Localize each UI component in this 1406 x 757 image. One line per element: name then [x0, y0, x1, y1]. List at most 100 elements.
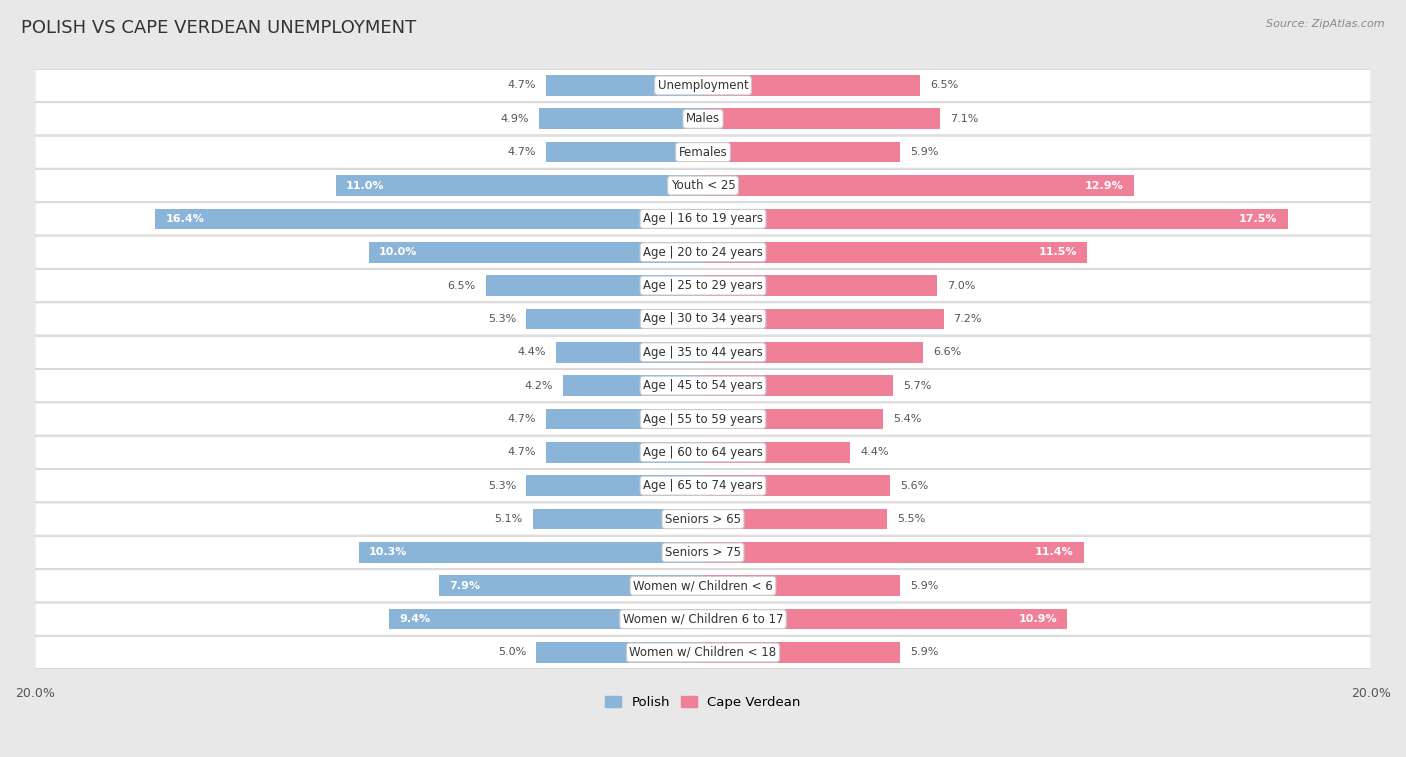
Text: Women w/ Children < 18: Women w/ Children < 18	[630, 646, 776, 659]
Text: 7.0%: 7.0%	[946, 281, 976, 291]
FancyBboxPatch shape	[35, 103, 1371, 135]
Bar	[703, 475, 890, 496]
Text: 7.9%: 7.9%	[449, 581, 479, 590]
Text: 6.5%: 6.5%	[447, 281, 475, 291]
Text: Males: Males	[686, 112, 720, 126]
Bar	[703, 409, 883, 429]
Text: Source: ZipAtlas.com: Source: ZipAtlas.com	[1267, 19, 1385, 29]
Text: Women w/ Children < 6: Women w/ Children < 6	[633, 579, 773, 592]
Bar	[359, 542, 703, 562]
Bar	[703, 142, 900, 163]
Text: POLISH VS CAPE VERDEAN UNEMPLOYMENT: POLISH VS CAPE VERDEAN UNEMPLOYMENT	[21, 19, 416, 37]
FancyBboxPatch shape	[35, 203, 1371, 235]
FancyBboxPatch shape	[35, 70, 1371, 101]
Bar	[526, 475, 703, 496]
Text: Women w/ Children 6 to 17: Women w/ Children 6 to 17	[623, 612, 783, 625]
Bar	[533, 509, 703, 529]
Bar	[540, 108, 703, 129]
Bar	[703, 575, 900, 596]
Bar	[703, 442, 851, 463]
Bar	[703, 175, 1133, 196]
Bar	[703, 342, 924, 363]
FancyBboxPatch shape	[35, 403, 1371, 435]
Text: 5.7%: 5.7%	[904, 381, 932, 391]
Text: Age | 45 to 54 years: Age | 45 to 54 years	[643, 379, 763, 392]
Text: Age | 16 to 19 years: Age | 16 to 19 years	[643, 213, 763, 226]
Text: 4.9%: 4.9%	[501, 114, 529, 124]
FancyBboxPatch shape	[35, 336, 1371, 369]
Text: Seniors > 65: Seniors > 65	[665, 512, 741, 525]
Text: 5.0%: 5.0%	[498, 647, 526, 658]
Bar	[555, 342, 703, 363]
Bar	[546, 142, 703, 163]
Text: 4.4%: 4.4%	[860, 447, 889, 457]
Text: Seniors > 75: Seniors > 75	[665, 546, 741, 559]
Bar	[536, 642, 703, 663]
Text: 5.3%: 5.3%	[488, 481, 516, 491]
Text: 5.1%: 5.1%	[495, 514, 523, 524]
Text: 7.1%: 7.1%	[950, 114, 979, 124]
FancyBboxPatch shape	[35, 436, 1371, 469]
Bar	[546, 75, 703, 96]
FancyBboxPatch shape	[35, 369, 1371, 402]
Bar	[546, 442, 703, 463]
Bar	[439, 575, 703, 596]
Text: Age | 35 to 44 years: Age | 35 to 44 years	[643, 346, 763, 359]
Bar	[703, 609, 1067, 630]
Bar	[368, 242, 703, 263]
Text: 5.9%: 5.9%	[910, 147, 938, 157]
FancyBboxPatch shape	[35, 570, 1371, 602]
Text: Age | 25 to 29 years: Age | 25 to 29 years	[643, 279, 763, 292]
Text: Age | 65 to 74 years: Age | 65 to 74 years	[643, 479, 763, 492]
Bar	[703, 108, 941, 129]
FancyBboxPatch shape	[35, 603, 1371, 635]
Text: 10.3%: 10.3%	[368, 547, 408, 557]
FancyBboxPatch shape	[35, 303, 1371, 335]
Bar	[703, 276, 936, 296]
FancyBboxPatch shape	[35, 170, 1371, 201]
Text: 4.4%: 4.4%	[517, 347, 546, 357]
Text: Females: Females	[679, 145, 727, 159]
Text: 9.4%: 9.4%	[399, 614, 430, 624]
Text: Age | 60 to 64 years: Age | 60 to 64 years	[643, 446, 763, 459]
Bar	[703, 642, 900, 663]
Legend: Polish, Cape Verdean: Polish, Cape Verdean	[600, 690, 806, 714]
Bar	[546, 409, 703, 429]
Text: 4.2%: 4.2%	[524, 381, 553, 391]
FancyBboxPatch shape	[35, 537, 1371, 569]
Text: 7.2%: 7.2%	[953, 314, 981, 324]
FancyBboxPatch shape	[35, 269, 1371, 301]
Bar	[703, 309, 943, 329]
FancyBboxPatch shape	[35, 236, 1371, 268]
Bar	[155, 208, 703, 229]
Bar	[703, 375, 893, 396]
Text: 6.6%: 6.6%	[934, 347, 962, 357]
Text: 10.9%: 10.9%	[1018, 614, 1057, 624]
FancyBboxPatch shape	[35, 637, 1371, 668]
Text: 17.5%: 17.5%	[1239, 214, 1278, 224]
Text: 5.9%: 5.9%	[910, 581, 938, 590]
Text: 6.5%: 6.5%	[931, 80, 959, 90]
Bar	[703, 242, 1087, 263]
Text: Age | 30 to 34 years: Age | 30 to 34 years	[643, 313, 763, 326]
Text: Unemployment: Unemployment	[658, 79, 748, 92]
Text: 5.5%: 5.5%	[897, 514, 925, 524]
Text: 10.0%: 10.0%	[380, 248, 418, 257]
Bar	[526, 309, 703, 329]
Bar	[703, 509, 887, 529]
Bar	[703, 542, 1084, 562]
Text: 5.6%: 5.6%	[900, 481, 928, 491]
Text: 11.5%: 11.5%	[1039, 248, 1077, 257]
Text: Age | 20 to 24 years: Age | 20 to 24 years	[643, 246, 763, 259]
Text: 4.7%: 4.7%	[508, 80, 536, 90]
FancyBboxPatch shape	[35, 136, 1371, 168]
Text: 16.4%: 16.4%	[166, 214, 204, 224]
Bar	[703, 75, 920, 96]
Text: 5.4%: 5.4%	[893, 414, 922, 424]
Text: 4.7%: 4.7%	[508, 147, 536, 157]
Text: 4.7%: 4.7%	[508, 414, 536, 424]
FancyBboxPatch shape	[35, 469, 1371, 502]
Bar	[703, 208, 1288, 229]
Text: 5.3%: 5.3%	[488, 314, 516, 324]
Text: 11.4%: 11.4%	[1035, 547, 1074, 557]
